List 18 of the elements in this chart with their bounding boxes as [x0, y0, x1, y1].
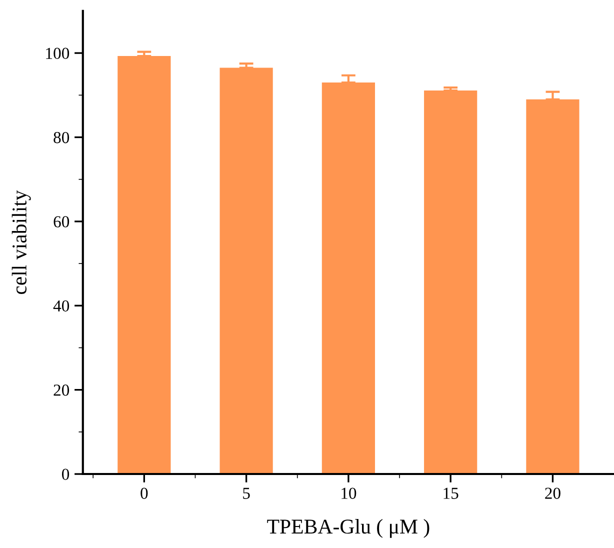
y-axis-title: cell viability	[12, 190, 31, 294]
y-tick-label: 20	[54, 384, 70, 396]
y-tick-label: 40	[53, 300, 70, 312]
bar	[526, 99, 580, 474]
y-tick-label: 60	[54, 216, 70, 228]
bar	[220, 68, 273, 474]
x-tick-label: 10	[342, 488, 356, 499]
bar	[424, 90, 478, 474]
x-tick-label: 15	[444, 488, 458, 499]
x-tick-label: 5	[243, 488, 250, 499]
y-tick-label: 0	[62, 468, 70, 480]
bar	[118, 56, 171, 474]
bar	[322, 82, 375, 474]
y-tick-label: 100	[46, 48, 70, 60]
x-tick-label: 0	[140, 488, 148, 499]
x-tick-label: 20	[545, 488, 560, 499]
x-axis-title: TPEBA-Glu ( μM )	[267, 518, 430, 538]
y-tick-label: 80	[54, 132, 70, 144]
